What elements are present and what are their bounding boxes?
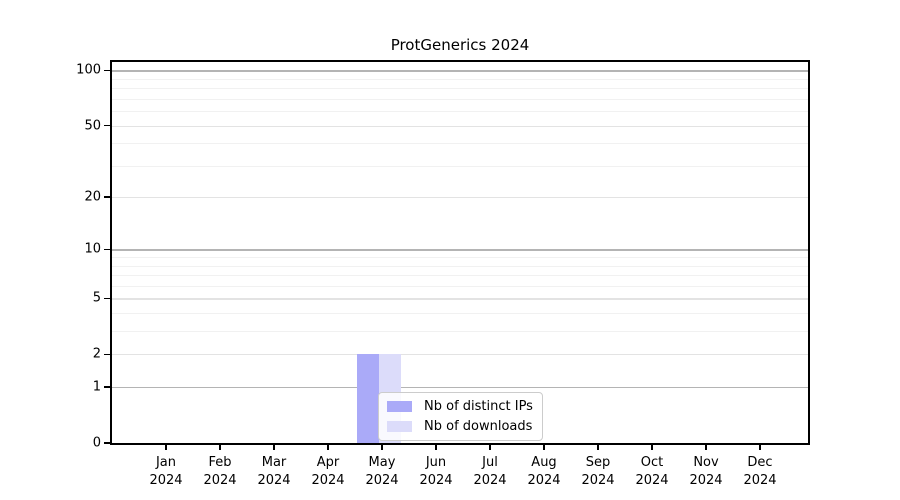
y-tick-label: 100 <box>76 62 101 78</box>
gridline-major <box>112 354 808 356</box>
x-tick-label-dec-2024: Dec 2024 <box>728 454 792 490</box>
gridline-minor <box>112 313 808 315</box>
x-tick-label-line: 2024 <box>743 473 777 488</box>
y-tick <box>104 124 110 127</box>
y-tick <box>104 196 110 198</box>
gridline-minor <box>112 265 808 267</box>
x-tick-label-aug-2024: Aug 2024 <box>512 454 576 490</box>
x-tick-label-oct-2024: Oct 2024 <box>620 454 684 490</box>
gridline-minor <box>112 331 808 333</box>
x-tick-label-line: 2024 <box>203 473 237 488</box>
x-tick <box>759 445 761 450</box>
y-tick <box>104 297 110 300</box>
x-tick-label-line: 2024 <box>689 473 723 488</box>
x-tick-label-line: 2024 <box>257 473 291 488</box>
x-tick-label-line: Dec <box>747 455 773 470</box>
y-tick <box>104 386 110 388</box>
x-tick <box>651 445 653 450</box>
x-tick <box>489 445 491 450</box>
x-tick <box>381 445 383 450</box>
x-tick-label-line: Oct <box>640 455 664 470</box>
x-tick-label-line: 2024 <box>473 473 507 488</box>
chart-title: ProtGenerics 2024 <box>390 36 530 54</box>
x-tick-label-line: Jul <box>482 455 498 470</box>
gridline-minor <box>112 88 808 90</box>
y-tick <box>104 248 110 251</box>
x-tick-label-jan-2024: Jan 2024 <box>134 454 198 490</box>
x-tick-label-line: Nov <box>693 455 719 470</box>
gridline-minor <box>112 111 808 113</box>
legend-label: Nb of distinct IPs <box>424 399 533 414</box>
y-tick-label: 1 <box>92 379 101 395</box>
x-tick-label-line: 2024 <box>311 473 345 488</box>
gridline-major <box>112 125 808 127</box>
x-tick-label-line: 2024 <box>149 473 183 488</box>
gridline-major <box>112 298 808 300</box>
legend-item-nb-of-downloads: Nb of downloads <box>387 417 533 436</box>
x-tick-label-line: Aug <box>531 455 557 470</box>
x-tick-label-may-2024: May 2024 <box>350 454 414 490</box>
x-tick-label-feb-2024: Feb 2024 <box>188 454 252 490</box>
x-tick-label-line: Mar <box>261 455 287 470</box>
legend-label: Nb of downloads <box>424 419 533 434</box>
x-tick-label-line: Sep <box>585 455 611 470</box>
x-tick-label-line: Apr <box>316 455 340 470</box>
x-tick-label-line: 2024 <box>365 473 399 488</box>
x-tick-label-apr-2024: Apr 2024 <box>296 454 360 490</box>
plot-area: 0 1 2 5 10 20 50 100 Jan 2024 Feb 2024 Mar 2024 Apr 202… <box>76 60 810 488</box>
gridline-minor <box>112 143 808 145</box>
x-tick <box>219 445 221 450</box>
x-tick-label-mar-2024: Mar 2024 <box>242 454 306 490</box>
x-tick <box>273 445 275 450</box>
x-tick <box>705 445 707 450</box>
gridline-minor <box>112 78 808 80</box>
x-tick-label-jun-2024: Jun 2024 <box>404 454 468 490</box>
bar-nb-of-distinct-ips <box>357 354 379 443</box>
x-tick-label-line: Jun <box>425 455 447 470</box>
gridline-power10 <box>112 70 808 72</box>
gridline-power10 <box>112 249 808 251</box>
legend-swatch <box>387 421 412 432</box>
x-tick-label-line: Feb <box>208 455 232 470</box>
x-tick <box>327 445 329 450</box>
gridline-minor <box>112 98 808 100</box>
x-tick-label-sep-2024: Sep 2024 <box>566 454 630 490</box>
y-tick-label: 5 <box>92 290 101 306</box>
y-tick <box>104 442 110 444</box>
plot-inner: 0 1 2 5 10 20 50 100 Jan 2024 Feb 2024 Mar 2024 Apr 202… <box>76 62 808 488</box>
y-tick <box>104 353 110 356</box>
gridline-minor <box>112 285 808 287</box>
x-tick-label-line: 2024 <box>635 473 669 488</box>
gridline-minor <box>112 165 808 167</box>
y-tick-label: 50 <box>84 118 101 134</box>
gridline-major <box>112 197 808 199</box>
legend: Nb of distinct IPs Nb of downloads <box>378 392 543 441</box>
x-tick-label-line: 2024 <box>581 473 615 488</box>
x-tick-label-jul-2024: Jul 2024 <box>458 454 522 490</box>
gridline-minor <box>112 275 808 277</box>
x-tick-label-line: 2024 <box>419 473 453 488</box>
y-tick-label: 2 <box>92 346 101 362</box>
gridline-minor <box>112 257 808 259</box>
legend-swatch <box>387 401 412 412</box>
x-tick <box>597 445 599 450</box>
x-tick-label-nov-2024: Nov 2024 <box>674 454 738 490</box>
y-tick-label: 10 <box>84 241 101 257</box>
x-tick <box>165 445 167 450</box>
y-tick-label: 20 <box>84 189 101 205</box>
x-tick-label-line: Jan <box>155 455 177 470</box>
y-tick <box>104 69 110 72</box>
x-tick-label-line: 2024 <box>527 473 561 488</box>
x-tick-label-line: May <box>368 455 396 470</box>
x-tick <box>435 445 437 450</box>
legend-item-nb-of-distinct-ips: Nb of distinct IPs <box>387 397 533 416</box>
x-tick <box>543 445 545 450</box>
gridline-power10 <box>112 387 808 389</box>
y-tick-label: 0 <box>92 435 101 451</box>
